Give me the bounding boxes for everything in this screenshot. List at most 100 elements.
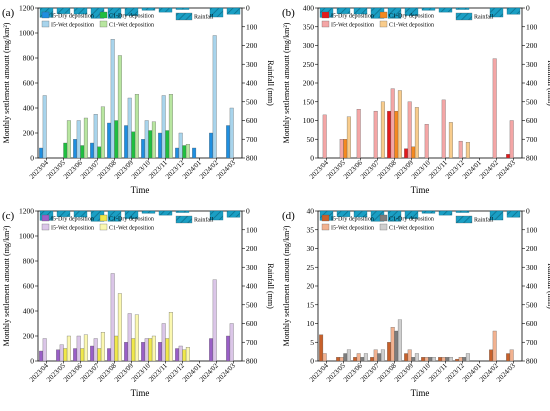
y-tick-label: 25 — [307, 263, 315, 272]
rainfall-axis-title: Rainfall (mm) — [546, 60, 550, 106]
deposition-bar — [380, 349, 385, 362]
deposition-bar — [141, 342, 146, 362]
y-tick-label: 300 — [303, 41, 315, 50]
deposition-bar — [144, 338, 149, 362]
legend-swatch — [379, 20, 388, 28]
y-tick-label: 15 — [307, 300, 315, 309]
deposition-bar — [322, 353, 327, 362]
rainfall-bar — [226, 7, 241, 15]
rain-tick-label: 0 — [526, 4, 530, 13]
deposition-bar — [448, 357, 453, 362]
deposition-bar — [124, 342, 129, 362]
legend-swatch — [455, 12, 473, 21]
legend-swatch — [321, 223, 330, 231]
legend-label: I5-Wet deposition — [331, 23, 374, 29]
deposition-bar — [394, 110, 399, 159]
rainfall-bar — [175, 7, 190, 10]
deposition-bar — [124, 125, 129, 159]
deposition-bar — [73, 139, 78, 159]
deposition-bar — [322, 114, 327, 159]
rainfall-bar — [506, 7, 521, 15]
rainfall-bar — [107, 7, 122, 19]
rainfall-bar — [158, 7, 173, 13]
rainfall-bar — [404, 7, 419, 16]
rainfall-bar — [353, 7, 368, 15]
rainfall-bar — [141, 210, 156, 214]
rain-tick-label: 100 — [526, 225, 538, 234]
legend-label: Rainfall — [194, 217, 214, 224]
y-tick-label: 1200 — [19, 207, 34, 216]
deposition-bar — [465, 353, 470, 362]
deposition-bar — [107, 348, 112, 362]
deposition-bar — [93, 338, 98, 362]
deposition-bar — [80, 348, 85, 362]
deposition-bar — [114, 335, 119, 362]
deposition-bar — [353, 357, 358, 362]
y-axis-title: Monthly settlement amount (mg/km²) — [282, 225, 291, 346]
x-axis-title: Time — [131, 185, 150, 195]
rainfall-bar — [421, 210, 436, 214]
deposition-bar — [509, 120, 514, 159]
rainfall-bar — [421, 7, 436, 11]
rain-tick-label: 300 — [246, 60, 258, 69]
x-tick-label: 2024/03 — [215, 361, 237, 383]
deposition-bar — [428, 357, 433, 362]
y-tick-label: 5 — [310, 338, 314, 347]
deposition-bar — [114, 120, 119, 159]
rainfall-bar — [404, 210, 419, 219]
deposition-bar — [158, 132, 163, 159]
y-axis-title: Monthly settlement amount (mg/km²) — [2, 22, 11, 143]
y-tick-label: 100 — [303, 116, 315, 125]
deposition-bar — [458, 357, 463, 362]
rain-tick-label: 200 — [526, 41, 538, 50]
y-tick-label: 350 — [303, 22, 315, 31]
deposition-bar — [387, 110, 392, 159]
legend-swatch — [455, 215, 473, 224]
deposition-bar — [404, 148, 409, 159]
rain-tick-label: 700 — [246, 338, 258, 347]
rainfall-bar — [438, 7, 453, 13]
deposition-bar — [168, 312, 173, 362]
rain-tick-label: 200 — [246, 41, 258, 50]
legend-label: I5-Wet deposition — [51, 23, 94, 29]
y-tick-label: 1200 — [19, 4, 34, 13]
rainfall-bar — [175, 210, 190, 213]
rain-tick-label: 100 — [526, 22, 538, 31]
legend-label: I5-Dry deposition — [331, 14, 374, 20]
y-tick-label: 0 — [310, 154, 314, 163]
deposition-bar — [212, 35, 217, 159]
deposition-bar — [63, 348, 68, 362]
y-tick-label: 40 — [307, 207, 315, 216]
deposition-bar — [42, 338, 47, 362]
deposition-bar — [90, 345, 95, 362]
deposition-bar — [83, 117, 88, 159]
y-tick-label: 800 — [23, 54, 35, 63]
deposition-bar — [144, 120, 149, 159]
rainfall-bar — [226, 210, 241, 218]
rainfall-axis-title: Rainfall (mm) — [266, 60, 275, 106]
deposition-bar — [458, 140, 463, 159]
y-tick-label: 1000 — [19, 232, 34, 241]
legend-label: Rainfall — [194, 14, 214, 21]
deposition-bar — [212, 279, 217, 362]
deposition-bar — [161, 323, 166, 362]
deposition-bar — [319, 334, 324, 362]
deposition-bar — [506, 353, 511, 362]
rain-tick-label: 600 — [246, 319, 258, 328]
rain-tick-label: 500 — [246, 97, 258, 106]
deposition-bar — [175, 147, 180, 159]
deposition-bar — [83, 334, 88, 362]
legend-swatch — [379, 11, 388, 19]
deposition-bar — [492, 58, 497, 159]
deposition-bar — [492, 330, 497, 362]
deposition-bar — [397, 319, 402, 362]
panel-label: (c) — [2, 210, 15, 222]
rain-tick-label: 600 — [526, 116, 538, 125]
deposition-bar — [175, 348, 180, 362]
deposition-bar — [414, 353, 419, 362]
deposition-bar — [465, 142, 470, 159]
y-axis-title: Monthly settlement amount (mg/km²) — [282, 22, 291, 143]
deposition-bar — [373, 349, 378, 362]
deposition-bar — [343, 139, 348, 159]
